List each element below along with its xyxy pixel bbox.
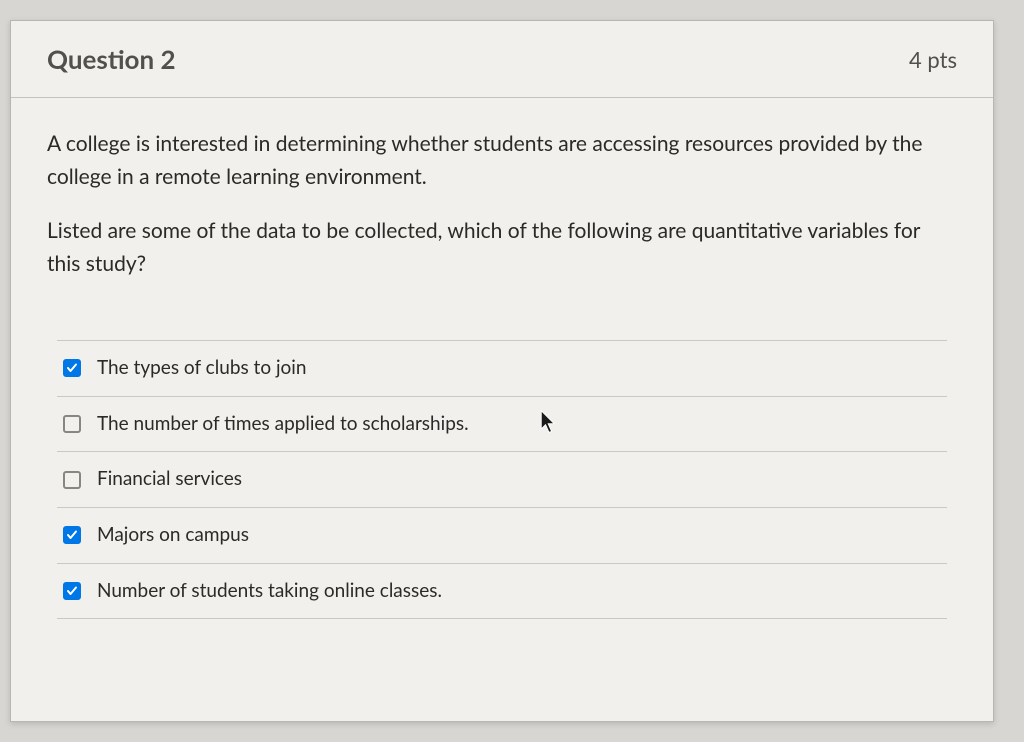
answer-row[interactable]: Financial services [57,451,947,507]
question-body: A college is interested in determining w… [11,98,993,721]
answer-label: The types of clubs to join [97,355,306,382]
answer-row[interactable]: Majors on campus [57,507,947,563]
answer-row[interactable]: The types of clubs to join [57,340,947,396]
answer-checkbox[interactable] [63,582,81,600]
answer-checkbox[interactable] [63,359,81,377]
question-card: Question 2 4 pts A college is interested… [10,20,994,722]
answer-checkbox[interactable] [63,471,81,489]
question-title: Question 2 [47,43,176,75]
prompt-paragraph-1: A college is interested in determining w… [47,128,957,193]
answer-checkbox[interactable] [63,415,81,433]
answer-checkbox[interactable] [63,526,81,544]
prompt-paragraph-2: Listed are some of the data to be collec… [47,215,957,280]
answer-label: Financial services [97,466,242,493]
answer-label: The number of times applied to scholarsh… [97,411,469,438]
question-prompt: A college is interested in determining w… [47,128,957,280]
answer-label: Number of students taking online classes… [97,578,442,605]
answer-list: The types of clubs to join The number of … [47,340,957,619]
answer-row[interactable]: The number of times applied to scholarsh… [57,396,947,452]
question-header: Question 2 4 pts [11,21,993,98]
answer-row[interactable]: Number of students taking online classes… [57,563,947,620]
answer-label: Majors on campus [97,522,249,549]
question-points: 4 pts [909,46,957,73]
